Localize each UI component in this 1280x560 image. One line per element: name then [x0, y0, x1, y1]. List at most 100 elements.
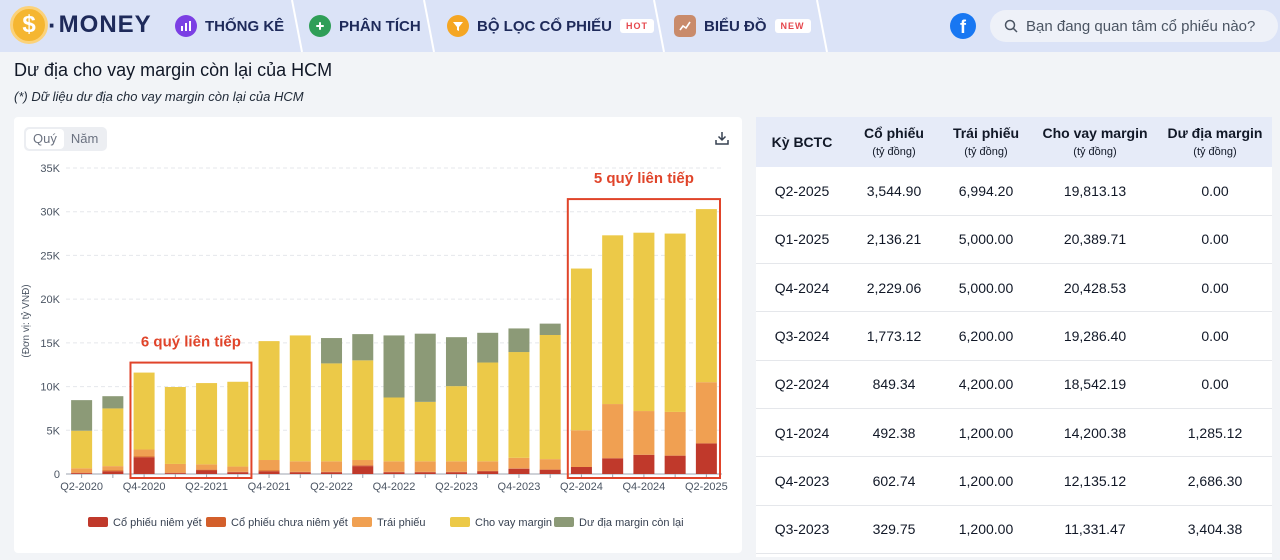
y-tick-label: 20K — [40, 294, 60, 306]
bar-segment — [414, 472, 436, 474]
bar-segment — [321, 338, 343, 364]
cell-bonds: 1,200.00 — [940, 408, 1032, 458]
bar-segment — [633, 454, 655, 474]
cell-period: Q3-2023 — [756, 505, 848, 554]
cell-margin-lending: 12,135.12 — [1032, 456, 1158, 506]
bar-segment — [508, 457, 530, 469]
facebook-icon[interactable]: f — [950, 13, 976, 39]
bar-segment — [71, 430, 93, 469]
bar-segment — [289, 472, 311, 474]
bar-segment — [321, 472, 343, 474]
x-tick-label: Q2-2021 — [185, 481, 228, 493]
toggle-quarter[interactable]: Quý — [26, 129, 64, 149]
toggle-year[interactable]: Năm — [70, 131, 99, 146]
bar-segment — [71, 400, 93, 431]
bar-segment — [414, 461, 436, 472]
x-tick-label: Q4-2023 — [498, 481, 541, 493]
x-tick-label: Q2-2025 — [685, 481, 728, 493]
table-row: Q1-2025 2,136.21 5,000.00 20,389.71 0.00 — [756, 215, 1272, 265]
cell-period: Q2-2024 — [756, 360, 848, 409]
new-badge: NEW — [774, 19, 811, 33]
table-row: Q4-2023 602.74 1,200.00 12,135.12 2,686.30 — [756, 456, 1272, 506]
bar-segment — [539, 323, 561, 335]
logo[interactable]: $ · MONEY — [10, 6, 152, 44]
bar-segment — [664, 455, 686, 474]
legend-label: Cổ phiếu niêm yết — [113, 517, 202, 529]
bar-segment — [71, 468, 93, 473]
legend-label: Dư địa margin còn lại — [579, 517, 684, 529]
bar-segment — [102, 466, 124, 471]
cell-stocks: 2,229.06 — [848, 263, 940, 313]
bar-segment — [508, 352, 530, 458]
cell-bonds: 6,994.20 — [940, 167, 1032, 216]
bar-segment — [258, 470, 280, 472]
download-icon[interactable] — [714, 130, 730, 146]
cell-bonds: 5,000.00 — [940, 263, 1032, 313]
bar-segment — [196, 383, 218, 465]
cell-margin-lending: 20,428.53 — [1032, 263, 1158, 313]
bar-segment — [695, 382, 717, 444]
tab-separator — [291, 0, 303, 52]
header-stocks: Cổ phiếu (tỷ đồng) — [864, 125, 924, 159]
cell-period: Q2-2025 — [756, 167, 848, 216]
x-tick-label: Q4-2020 — [123, 481, 166, 493]
bar-segment — [477, 332, 499, 363]
bar-segment — [133, 457, 155, 474]
cell-period: Q4-2023 — [756, 456, 848, 506]
cell-margin-room: 0.00 — [1158, 167, 1272, 216]
cell-stocks: 329.75 — [848, 505, 940, 554]
y-tick-label: 0 — [54, 469, 60, 481]
bar-segment — [477, 362, 499, 462]
annotation-box — [129, 361, 253, 479]
bar-segment — [352, 466, 374, 474]
nav-tab-analysis[interactable]: PHÂN TÍCH — [309, 0, 421, 52]
bar-segment — [570, 430, 592, 468]
bar-segment — [633, 232, 655, 412]
cell-stocks: 602.74 — [848, 456, 940, 506]
bar-segment — [352, 360, 374, 461]
bar-segment — [477, 461, 499, 471]
bar-segment — [227, 466, 249, 472]
bar-segment — [383, 335, 405, 398]
annotation-box — [566, 198, 721, 479]
bar-segment — [445, 461, 467, 472]
bar-segment — [664, 233, 686, 412]
bar-segment — [196, 469, 218, 471]
bar-segment — [633, 411, 655, 455]
bar-segment — [352, 460, 374, 466]
y-tick-label: 5K — [47, 425, 61, 437]
bar-segment — [508, 468, 530, 474]
x-tick-label: Q2-2024 — [560, 481, 603, 493]
bar-segment — [570, 268, 592, 431]
cell-margin-lending: 19,286.40 — [1032, 311, 1158, 361]
cell-bonds: 6,200.00 — [940, 311, 1032, 361]
header-margin-room: Dư địa margin (tỷ đồng) — [1167, 125, 1263, 159]
header-margin-lending: Cho vay margin (tỷ đồng) — [1042, 125, 1148, 159]
y-tick-label: 15K — [40, 338, 60, 350]
nav-tab-label: BIỂU ĐỒ — [704, 17, 767, 35]
bar-segment — [602, 404, 624, 459]
search-input[interactable] — [1026, 17, 1266, 35]
nav-tab-charts[interactable]: BIỂU ĐỒ NEW — [674, 0, 811, 52]
cell-bonds: 1,200.00 — [940, 456, 1032, 506]
cell-margin-room: 0.00 — [1158, 360, 1272, 409]
stacked-bar-chart: 0 5K 10K 15K 20K 25K 30K 35K (Đơn vị: tỷ VNĐ) Q2-… — [20, 163, 728, 529]
search-box[interactable] — [990, 10, 1278, 42]
nav-tab-statistics[interactable]: THỐNG KÊ — [175, 0, 284, 52]
bar-segment — [102, 470, 124, 472]
nav-tab-stock-filter[interactable]: BỘ LỌC CỔ PHIẾU HOT — [447, 0, 655, 52]
bar-segment — [102, 396, 124, 409]
bar-segment — [539, 459, 561, 470]
logo-text: MONEY — [58, 11, 152, 38]
bar-segment — [602, 235, 624, 405]
search-icon — [1004, 19, 1018, 33]
cell-stocks: 3,544.90 — [848, 167, 940, 216]
cell-margin-lending: 19,813.13 — [1032, 167, 1158, 216]
cell-period: Q1-2024 — [756, 408, 848, 458]
cell-margin-lending: 20,389.71 — [1032, 215, 1158, 265]
cell-margin-lending: 18,542.19 — [1032, 360, 1158, 409]
bar-segment — [133, 449, 155, 457]
table-row: Q1-2024 492.38 1,200.00 14,200.38 1,285.12 — [756, 408, 1272, 458]
y-axis-label: (Đơn vị: tỷ VNĐ) — [20, 284, 32, 357]
annotation-label: 6 quý liên tiếp — [141, 334, 241, 351]
